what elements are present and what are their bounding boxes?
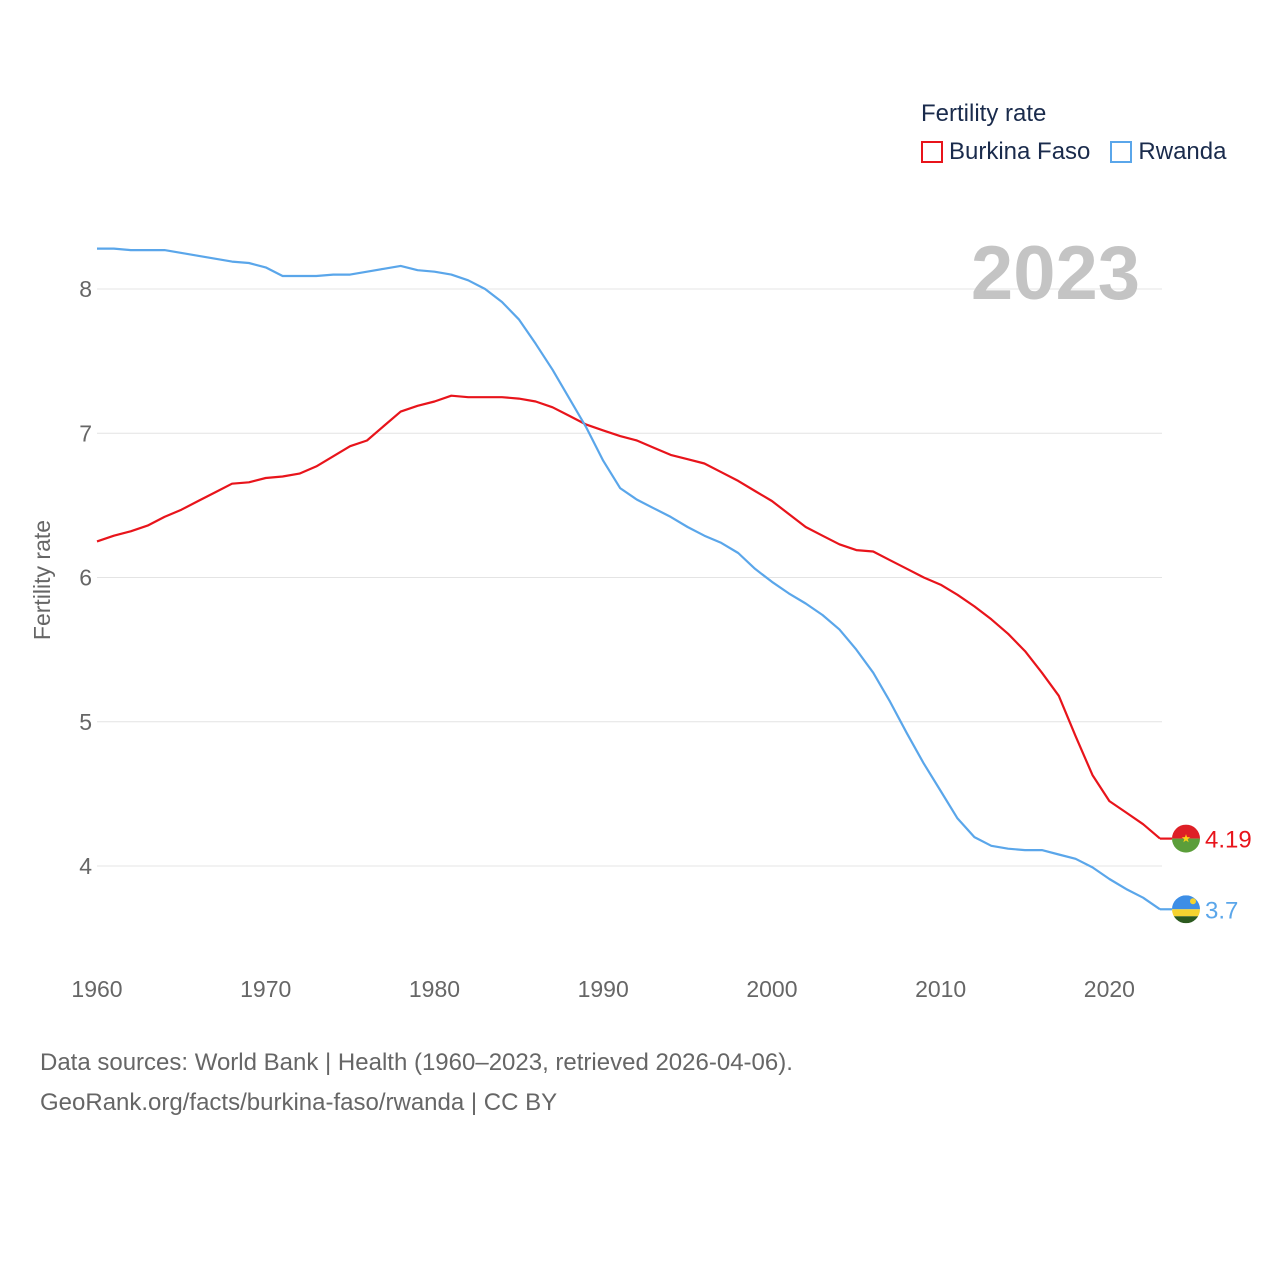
gridlines: [97, 288, 1162, 867]
end-value-rwanda: 3.7: [1205, 897, 1238, 924]
legend-title: Fertility rate: [921, 100, 1047, 127]
x-tick-1970: 1970: [240, 976, 291, 1002]
rwanda-flag-icon: [1172, 895, 1200, 924]
legend-item-burkina-faso[interactable]: Burkina Faso: [921, 138, 1090, 166]
end-value-burkina-faso: 4.19: [1205, 827, 1252, 854]
y-tick-6: 6: [79, 565, 92, 591]
series-line-rwanda[interactable]: [97, 247, 1161, 911]
x-axis-ticks: 1960 1970 1980 1990 2000 2010 2020: [71, 976, 1135, 1002]
y-tick-7: 7: [79, 420, 92, 446]
x-tick-2020: 2020: [1084, 976, 1135, 1002]
y-tick-4: 4: [79, 853, 92, 879]
y-axis-ticks: 4 5 6 7 8: [79, 276, 92, 879]
data-source-text: Data sources: World Bank | Health (1960–…: [40, 1049, 793, 1076]
y-tick-5: 5: [79, 709, 92, 735]
x-tick-2000: 2000: [746, 976, 797, 1002]
legend-label-rwanda: Rwanda: [1138, 138, 1227, 165]
legend-swatch-burkina-faso: [921, 141, 943, 163]
x-tick-1980: 1980: [409, 976, 460, 1002]
y-axis-label: Fertility rate: [29, 520, 55, 640]
y-tick-8: 8: [79, 276, 92, 302]
footer: Data sources: World Bank | Health (1960–…: [40, 1043, 793, 1123]
series-line-burkina-faso[interactable]: [96, 394, 1161, 840]
x-tick-1960: 1960: [71, 976, 122, 1002]
series-lines: [96, 247, 1161, 911]
burkina-faso-flag-icon: [1172, 824, 1200, 853]
x-tick-2010: 2010: [915, 976, 966, 1002]
legend-swatch-rwanda: [1110, 141, 1133, 163]
legend: Fertility rate Burkina Faso Rwanda: [921, 100, 1226, 166]
year-label: 2023: [971, 231, 1140, 316]
source-url-text[interactable]: GeoRank.org/facts/burkina-faso/rwanda | …: [40, 1089, 558, 1116]
series-end-markers: 4.19 3.7: [1160, 824, 1252, 924]
x-tick-1990: 1990: [578, 976, 629, 1002]
legend-label-burkina-faso: Burkina Faso: [949, 138, 1091, 165]
legend-item-rwanda[interactable]: Rwanda: [1110, 138, 1226, 166]
